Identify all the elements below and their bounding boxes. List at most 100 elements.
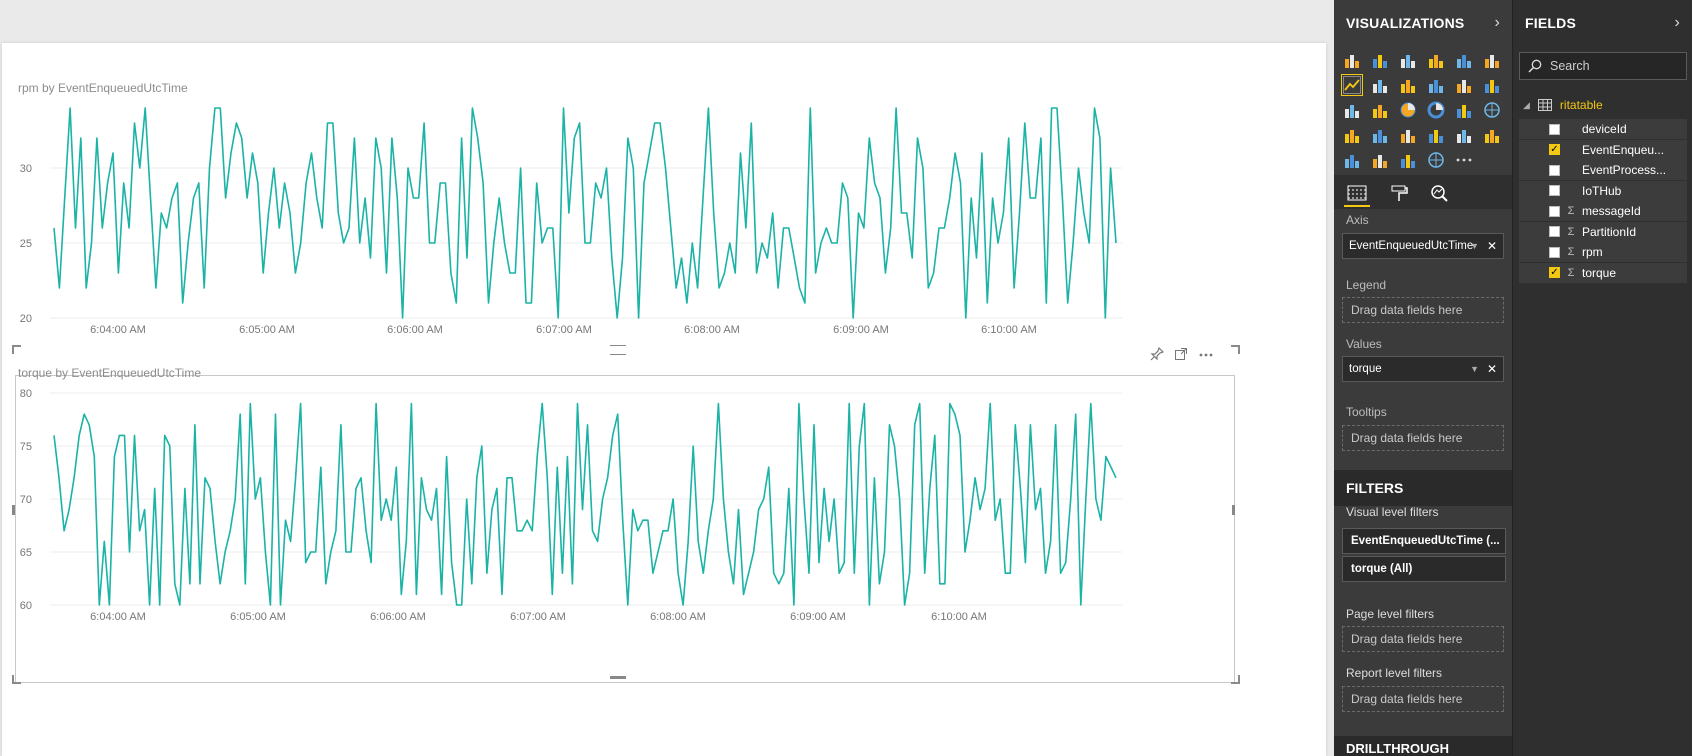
x-tick-label: 6:09:00 AM: [790, 611, 846, 623]
field-checkbox[interactable]: [1549, 246, 1560, 258]
rpm-chart-title: rpm by EventEnqueuedUtcTime: [18, 81, 188, 95]
collapse-chevron-icon[interactable]: ›: [1674, 14, 1680, 31]
filter-card-eventenqueued[interactable]: EventEnqueuedUtcTime (...: [1342, 528, 1506, 554]
field-checkbox[interactable]: ✓: [1549, 143, 1560, 155]
scatter-icon[interactable]: [1370, 100, 1390, 120]
table-node-ritatable[interactable]: ◢ ritatable: [1523, 98, 1603, 112]
y-tick-label: 25: [20, 238, 32, 250]
line-column-icon[interactable]: [1426, 75, 1446, 95]
fields-title: FIELDS: [1525, 15, 1576, 31]
format-roller-icon[interactable]: [1386, 181, 1412, 205]
fields-tab-icon[interactable]: [1344, 181, 1370, 207]
report-filter-drop-zone[interactable]: Drag data fields here: [1342, 686, 1504, 712]
more-visuals-icon[interactable]: [1454, 150, 1474, 170]
field-name: IoTHub: [1582, 183, 1622, 198]
funnel-icon[interactable]: [1370, 125, 1390, 145]
drillthrough-header: DRILLTHROUGH: [1334, 736, 1512, 756]
x-tick-label: 6:04:00 AM: [90, 611, 146, 623]
field-row[interactable]: Σ PartitionId: [1519, 221, 1687, 242]
gauge-icon[interactable]: [1398, 125, 1418, 145]
field-row[interactable]: IoTHub: [1519, 180, 1687, 201]
legend-drop-zone[interactable]: Drag data fields here: [1342, 297, 1504, 323]
visual-type-gallery: [1341, 50, 1506, 175]
donut-icon[interactable]: [1426, 100, 1446, 120]
clustered-column-icon[interactable]: [1426, 50, 1446, 70]
multi-row-card-icon[interactable]: [1454, 125, 1474, 145]
resize-handle-tl[interactable]: [12, 345, 21, 354]
stacked-column-icon[interactable]: [1370, 50, 1390, 70]
pin-icon[interactable]: [1150, 347, 1164, 361]
line-clustered-column-icon[interactable]: [1454, 75, 1474, 95]
x-tick-label: 6:08:00 AM: [684, 324, 740, 336]
field-checkbox[interactable]: [1549, 226, 1560, 237]
100-stacked-column-icon[interactable]: [1482, 50, 1502, 70]
fields-search-box[interactable]: [1519, 52, 1687, 80]
resize-handle-bottom[interactable]: [610, 676, 626, 679]
field-row[interactable]: deviceId: [1519, 119, 1687, 139]
matrix-icon[interactable]: [1398, 150, 1418, 170]
field-name: PartitionId: [1582, 224, 1637, 239]
report-page: 20 25 30 6:04:00 AM 6:05:00 AM 6:06:00 AM 6:07…: [2, 43, 1326, 756]
resize-handle-right[interactable]: [1232, 505, 1235, 515]
field-checkbox[interactable]: [1549, 123, 1560, 135]
drag-grip-icon[interactable]: [610, 345, 626, 355]
kpi-icon[interactable]: [1482, 125, 1502, 145]
table-icon[interactable]: [1370, 150, 1390, 170]
tooltips-drop-zone[interactable]: Drag data fields here: [1342, 425, 1504, 451]
x-tick-label: 6:08:00 AM: [650, 611, 706, 623]
clustered-bar-icon[interactable]: [1398, 50, 1418, 70]
100-stacked-bar-icon[interactable]: [1454, 50, 1474, 70]
area-chart-icon[interactable]: [1370, 75, 1390, 95]
values-field-name: torque: [1349, 363, 1382, 375]
fields-header: FIELDS ›: [1513, 0, 1692, 46]
x-tick-label: 6:07:00 AM: [510, 611, 566, 623]
map-icon[interactable]: [1482, 100, 1502, 120]
remove-values-icon[interactable]: ✕: [1486, 362, 1497, 376]
ribbon-chart-icon[interactable]: [1482, 75, 1502, 95]
sigma-icon: Σ: [1567, 246, 1575, 258]
analytics-icon[interactable]: [1426, 181, 1452, 205]
field-checkbox[interactable]: [1549, 185, 1560, 196]
search-input[interactable]: [1548, 58, 1682, 74]
field-checkbox[interactable]: ✓: [1549, 266, 1560, 278]
page-filter-drop-zone[interactable]: Drag data fields here: [1342, 626, 1504, 652]
field-name: rpm: [1582, 245, 1603, 259]
collapse-chevron-icon[interactable]: ›: [1494, 14, 1500, 31]
field-checkbox[interactable]: [1549, 164, 1560, 176]
more-options-icon[interactable]: [1198, 347, 1214, 361]
page-level-filters-label: Page level filters: [1346, 607, 1435, 621]
axis-field-name: EventEnqueuedUtcTime: [1349, 240, 1474, 252]
dropdown-arrow-icon[interactable]: ▼: [1470, 241, 1479, 251]
field-checkbox[interactable]: [1549, 205, 1560, 217]
expand-triangle-icon[interactable]: ◢: [1523, 99, 1530, 110]
card-icon[interactable]: [1426, 125, 1446, 145]
resize-handle-tr[interactable]: [1231, 345, 1240, 354]
filter-card-torque[interactable]: torque (All): [1342, 556, 1506, 582]
resize-handle-br[interactable]: [1231, 675, 1240, 684]
field-row[interactable]: EventProcess...: [1519, 160, 1687, 180]
focus-mode-icon[interactable]: [1174, 347, 1188, 361]
slicer-icon[interactable]: [1342, 150, 1362, 170]
values-well-label: Values: [1346, 337, 1382, 351]
filled-map-icon[interactable]: [1342, 125, 1362, 145]
remove-axis-icon[interactable]: ✕: [1486, 239, 1497, 253]
treemap-icon[interactable]: [1454, 100, 1474, 120]
pie-icon[interactable]: [1398, 100, 1418, 120]
torque-visual-frame[interactable]: [15, 375, 1235, 683]
line-chart-icon[interactable]: [1341, 74, 1363, 96]
visual-header-icons: [1150, 347, 1214, 361]
stacked-area-icon[interactable]: [1398, 75, 1418, 95]
arcgis-icon[interactable]: [1426, 150, 1446, 170]
waterfall-icon[interactable]: [1342, 100, 1362, 120]
x-tick-label: 6:10:00 AM: [931, 611, 987, 623]
resize-handle-left[interactable]: [12, 505, 15, 515]
stacked-bar-icon[interactable]: [1342, 50, 1362, 70]
field-row[interactable]: ✓ EventEnqueu...: [1519, 139, 1687, 160]
axis-field-pill[interactable]: EventEnqueuedUtcTime ▼ ✕: [1342, 233, 1504, 259]
values-field-pill[interactable]: torque ▼ ✕: [1342, 356, 1504, 382]
dropdown-arrow-icon[interactable]: ▼: [1470, 364, 1479, 374]
resize-handle-bl[interactable]: [12, 675, 21, 684]
